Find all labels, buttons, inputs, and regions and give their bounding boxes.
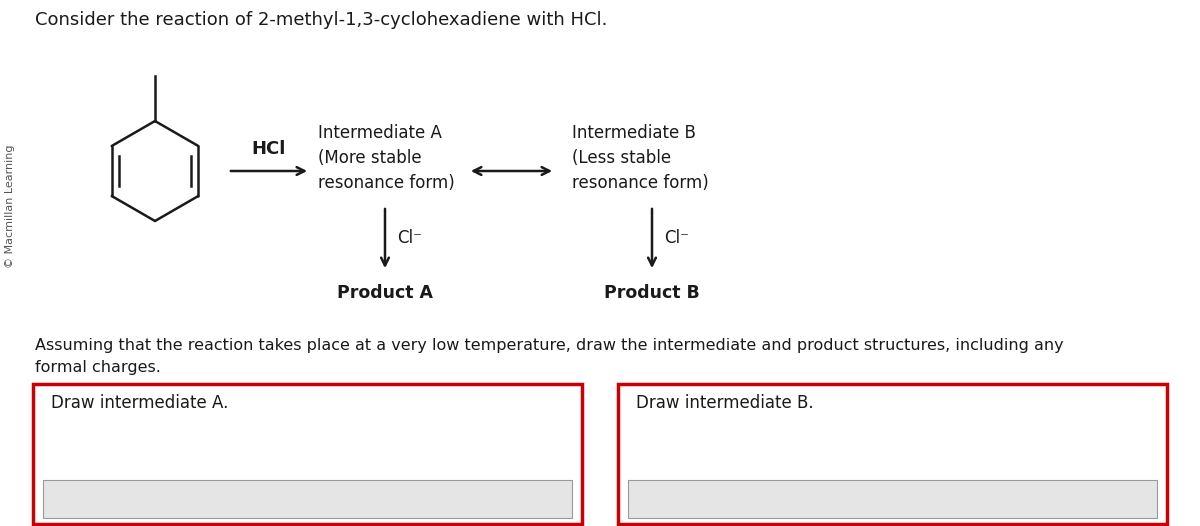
Text: Product B: Product B: [604, 284, 700, 302]
Text: Draw intermediate B.: Draw intermediate B.: [636, 394, 814, 412]
Bar: [618, 384, 1166, 524]
Bar: [43, 480, 572, 518]
Text: © Macmillan Learning: © Macmillan Learning: [5, 144, 16, 268]
Text: Intermediate A
(More stable
resonance form): Intermediate A (More stable resonance fo…: [318, 124, 455, 192]
Text: Product A: Product A: [337, 284, 433, 302]
Text: Draw intermediate A.: Draw intermediate A.: [50, 394, 228, 412]
Text: Intermediate B
(Less stable
resonance form): Intermediate B (Less stable resonance fo…: [572, 124, 709, 192]
Text: Cl⁻: Cl⁻: [664, 229, 689, 248]
Bar: [34, 384, 582, 524]
Text: Assuming that the reaction takes place at a very low temperature, draw the inter: Assuming that the reaction takes place a…: [35, 338, 1063, 375]
Bar: [628, 480, 1157, 518]
Text: Consider the reaction of 2-methyl-1,3-cyclohexadiene with HCl.: Consider the reaction of 2-methyl-1,3-cy…: [35, 11, 607, 29]
Text: Cl⁻: Cl⁻: [397, 229, 422, 248]
Text: HCl: HCl: [252, 140, 286, 158]
